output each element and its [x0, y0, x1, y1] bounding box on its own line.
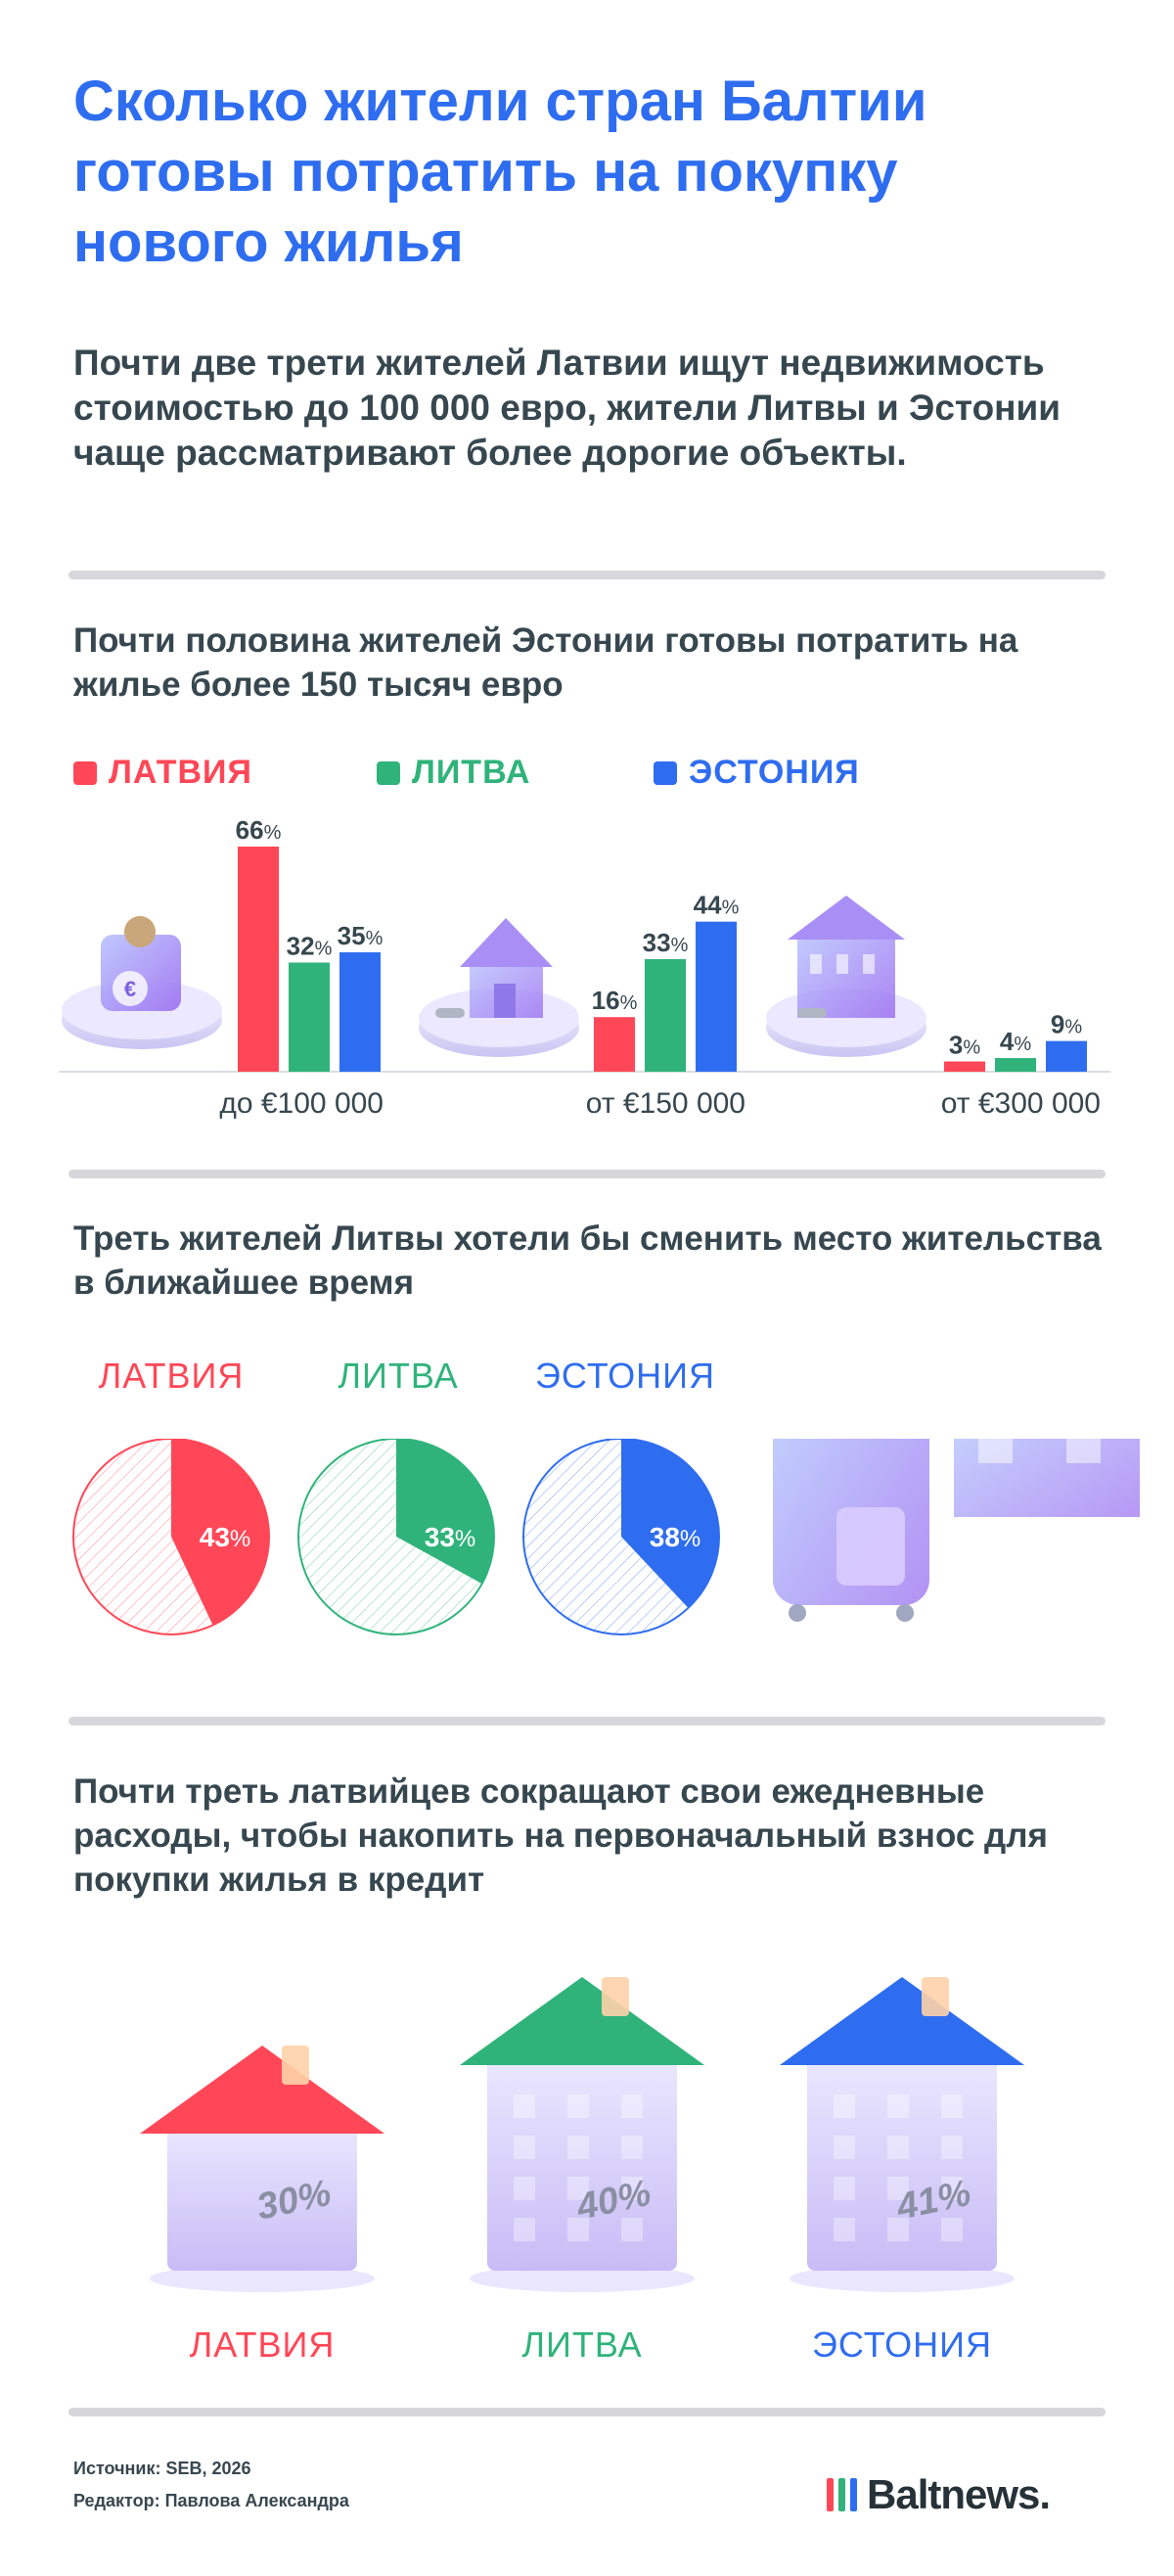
divider [68, 2408, 1106, 2416]
pie-slice [171, 1439, 269, 1626]
bar-value-label: 4% [1000, 1027, 1031, 1056]
bar-1-2 [995, 1058, 1036, 1072]
bar-category-label: до €100 000 [219, 1087, 384, 1120]
legend-swatch-latvia [73, 760, 97, 785]
house-label-latvia: ЛАТВИЯ [189, 2324, 336, 2365]
bar-category-label: от €300 000 [941, 1087, 1101, 1120]
bar-0-2 [944, 1061, 985, 1072]
legend-item-lithuania: ЛИТВА [377, 754, 530, 792]
chimney [602, 1977, 629, 2016]
legend-swatch-lithuania [377, 760, 400, 785]
bar-1-1 [645, 959, 686, 1072]
intro-text: Почти две трети жителей Латвии ищут недв… [73, 343, 1061, 473]
bar-1-0 [289, 962, 330, 1072]
page-title: Сколько жители стран Балтии готовы потра… [73, 69, 927, 274]
editor-text: Редактор: Павлова Александра [73, 2491, 349, 2510]
legend-label-latvia: ЛАТВИЯ [109, 754, 252, 791]
house-label-lithuania: ЛИТВА [521, 2324, 643, 2365]
bar-value-label: 66% [236, 815, 282, 845]
chimney [282, 2046, 309, 2085]
divider [68, 1170, 1106, 1178]
logo-text: Baltnews. [867, 2471, 1051, 2517]
section2-title: Треть жителей Литвы хотели бы сменить ме… [73, 1219, 1102, 1302]
house-0: 30% [140, 2046, 384, 2292]
bar-value-label: 33% [643, 928, 689, 957]
wallet-illustration: € [62, 916, 222, 1049]
legend-swatch-estonia [654, 760, 677, 785]
divider [68, 1717, 1106, 1725]
svg-text:€: € [124, 977, 136, 1001]
bar-2-2 [1046, 1040, 1087, 1072]
house-body [167, 2124, 357, 2271]
legend-label-lithuania: ЛИТВА [412, 754, 531, 791]
house-body [807, 2055, 997, 2271]
source-text: Источник: SEB, 2026 [73, 2459, 251, 2478]
bar-2-1 [696, 921, 737, 1072]
pie-value-label: 33% [425, 1522, 476, 1552]
section3-title: Почти треть латвийцев сокращают свои еже… [73, 1772, 1048, 1899]
bar-value-label: 9% [1051, 1010, 1082, 1039]
roof [460, 1977, 704, 2065]
bar-legend: ЛАТВИЯ ЛИТВА ЭСТОНИЯ [73, 754, 1110, 803]
section1-title: Почти половина жителей Эстонии готовы по… [73, 621, 1018, 704]
bar-value-label: 35% [338, 921, 384, 950]
pie-chart: 43% 33% 38% [72, 1439, 1140, 1635]
pie-slice [396, 1439, 494, 1585]
bar-category-label: от €150 000 [586, 1087, 745, 1120]
bar-chart: € 66% 32% 35% 16%33%44% 3% 4% 9% до €100 000 от… [59, 815, 1110, 1120]
roof [780, 1977, 1024, 2065]
bar-value-label: 3% [949, 1031, 980, 1060]
house-label-estonia: ЭСТОНИЯ [812, 2324, 992, 2365]
baltnews-logo[interactable]: Baltnews. [827, 2471, 1051, 2518]
logo-bars-icon [827, 2478, 857, 2511]
legend-item-estonia: ЭСТОНИЯ [654, 754, 860, 792]
villa-illustration [766, 896, 926, 1057]
divider [68, 571, 1106, 579]
pie-value-label: 38% [650, 1522, 701, 1552]
house-values-chart: 30% 40% 41% [140, 1977, 1024, 2292]
roof [140, 2046, 384, 2134]
pie-value-label: 43% [200, 1522, 251, 1552]
chimney [922, 1977, 949, 2016]
house-illustration [419, 918, 579, 1057]
bar-value-label: 32% [287, 931, 333, 960]
bar-2-0 [339, 952, 381, 1072]
relocation-illustration [773, 1439, 1140, 1622]
bar-0-1 [594, 1017, 635, 1072]
bar-value-label: 16% [592, 986, 638, 1015]
house-2: 41% [780, 1977, 1024, 2292]
bar-0-0 [238, 847, 279, 1072]
pie-label-latvia: ЛАТВИЯ [98, 1356, 245, 1396]
bar-value-label: 44% [694, 891, 740, 920]
house-body [487, 2055, 677, 2271]
legend-label-estonia: ЭСТОНИЯ [689, 754, 860, 791]
pie-slice [621, 1439, 719, 1608]
pie-label-lithuania: ЛИТВА [338, 1356, 459, 1396]
pie-label-estonia: ЭСТОНИЯ [535, 1356, 715, 1396]
house-1: 40% [460, 1977, 704, 2292]
legend-item-latvia: ЛАТВИЯ [73, 754, 252, 792]
